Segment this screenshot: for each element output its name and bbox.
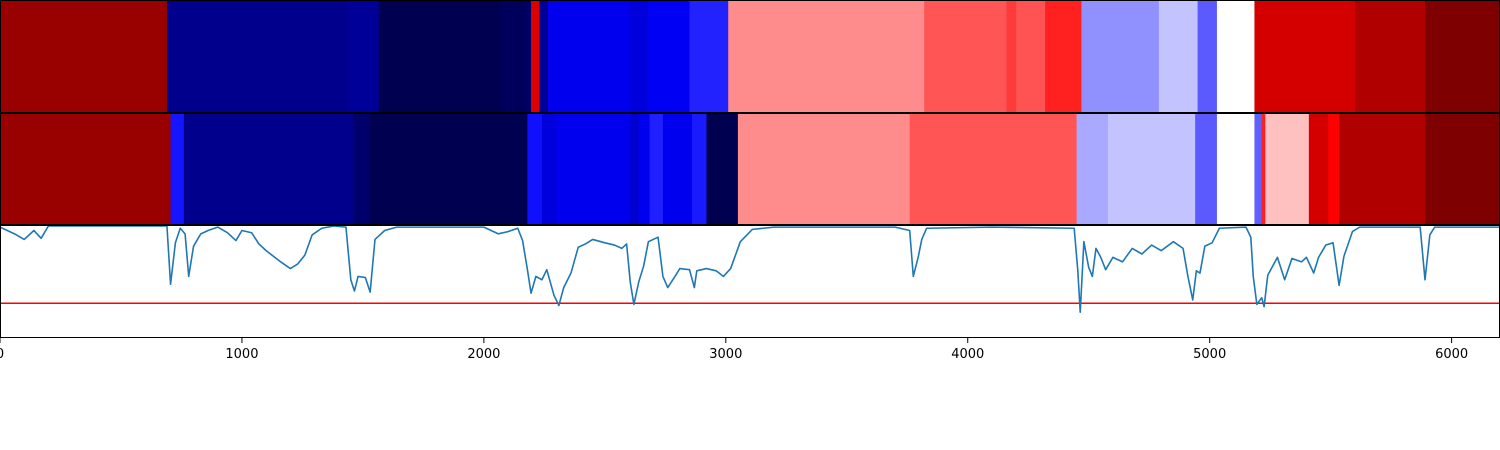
row-1-segment-16 bbox=[1045, 0, 1083, 113]
row-1-segment-22 bbox=[1354, 0, 1426, 113]
x-tick-label-1: 1000 bbox=[225, 347, 258, 362]
row-1-segment-3 bbox=[378, 0, 501, 113]
row-1-segment-6 bbox=[531, 0, 541, 113]
row-1-segment-13 bbox=[924, 0, 1008, 113]
heatmap-track-2 bbox=[0, 113, 1500, 225]
row-1-segment-5 bbox=[526, 0, 532, 113]
row-2-segment-8 bbox=[629, 113, 640, 225]
row-2-segment-1 bbox=[170, 113, 185, 225]
x-tick-label-0: 0 bbox=[0, 347, 4, 362]
row-2-segment-15 bbox=[909, 113, 1078, 225]
x-tick-label-4: 4000 bbox=[951, 347, 984, 362]
row-2-segment-12 bbox=[691, 113, 708, 225]
row-2-segment-11 bbox=[662, 113, 693, 225]
row-2-segment-13 bbox=[706, 113, 739, 225]
row-1-segment-21 bbox=[1254, 0, 1356, 113]
row-2-segment-5 bbox=[527, 113, 543, 225]
row-1-segment-14 bbox=[1006, 0, 1017, 113]
row-1-segment-0 bbox=[0, 0, 168, 113]
row-2-segment-0 bbox=[0, 113, 172, 225]
row-2-segment-24 bbox=[1328, 113, 1340, 225]
row-2-segment-19 bbox=[1216, 113, 1256, 225]
x-tick-label-6: 6000 bbox=[1435, 347, 1468, 362]
row-2-segment-9 bbox=[638, 113, 651, 225]
row-1-segment-2 bbox=[348, 0, 380, 113]
row-1-segment-1 bbox=[166, 0, 349, 113]
row-1-segment-23 bbox=[1425, 0, 1500, 113]
x-tick-label-3: 3000 bbox=[709, 347, 742, 362]
row-2-segment-21 bbox=[1261, 113, 1266, 225]
row-1-segment-19 bbox=[1197, 0, 1218, 113]
row-2-segment-20 bbox=[1254, 113, 1263, 225]
x-tick-label-2: 2000 bbox=[467, 347, 500, 362]
row-2-segment-26 bbox=[1425, 113, 1500, 225]
row-1-segment-9 bbox=[629, 0, 649, 113]
row-1-segment-7 bbox=[539, 0, 549, 113]
row-2-segment-18 bbox=[1195, 113, 1218, 225]
x-tick-label-5: 5000 bbox=[1193, 347, 1226, 362]
line-panel-background bbox=[0, 225, 1500, 338]
row-1-segment-18 bbox=[1158, 0, 1199, 113]
row-1-segment-11 bbox=[689, 0, 729, 113]
row-1-segment-10 bbox=[648, 0, 691, 113]
row-2-segment-14 bbox=[737, 113, 911, 225]
row-1-segment-20 bbox=[1216, 0, 1256, 113]
row-2-segment-22 bbox=[1265, 113, 1310, 225]
row-2-segment-16 bbox=[1076, 113, 1109, 225]
row-2-segment-25 bbox=[1339, 113, 1426, 225]
x-axis: 0 1000 2000 3000 4000 5000 6000 bbox=[0, 338, 1468, 362]
row-2-segment-2 bbox=[183, 113, 354, 225]
row-2-segment-17 bbox=[1108, 113, 1196, 225]
row-2-segment-7 bbox=[556, 113, 630, 225]
row-2-segment-10 bbox=[649, 113, 664, 225]
row-1-segment-12 bbox=[728, 0, 925, 113]
row-1-segment-4 bbox=[499, 0, 527, 113]
heatmap-track-1 bbox=[0, 0, 1500, 113]
line-series-signal bbox=[0, 225, 1500, 314]
row-1-segment-17 bbox=[1081, 0, 1160, 113]
row-1-segment-15 bbox=[1016, 0, 1046, 113]
row-1-segment-8 bbox=[547, 0, 630, 113]
row-2-segment-4 bbox=[370, 113, 529, 225]
row-2-segment-3 bbox=[353, 113, 371, 225]
row-2-segment-6 bbox=[541, 113, 558, 225]
row-2-segment-23 bbox=[1308, 113, 1329, 225]
